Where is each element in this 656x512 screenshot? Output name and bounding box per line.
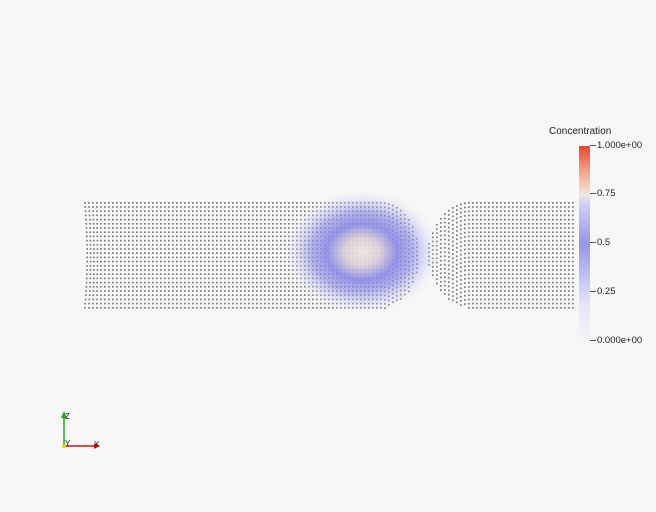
concentration-blob bbox=[284, 190, 440, 314]
axis-z-label: Z bbox=[65, 412, 70, 421]
axis-x-label: X bbox=[94, 440, 100, 449]
legend-tick-075: 0.75 bbox=[590, 189, 616, 199]
legend-tick-min: 0.000e+00 bbox=[590, 336, 642, 346]
orientation-axes: Z Y X bbox=[61, 411, 100, 449]
legend-tick-max: 1.000e+00 bbox=[590, 141, 642, 151]
axis-y-label: Y bbox=[65, 439, 71, 448]
legend-tick-025: 0.25 bbox=[590, 287, 616, 297]
color-legend-bar[interactable] bbox=[579, 146, 590, 341]
legend-tick-05: 0.5 bbox=[590, 238, 610, 248]
color-legend-title: Concentration bbox=[549, 126, 612, 137]
